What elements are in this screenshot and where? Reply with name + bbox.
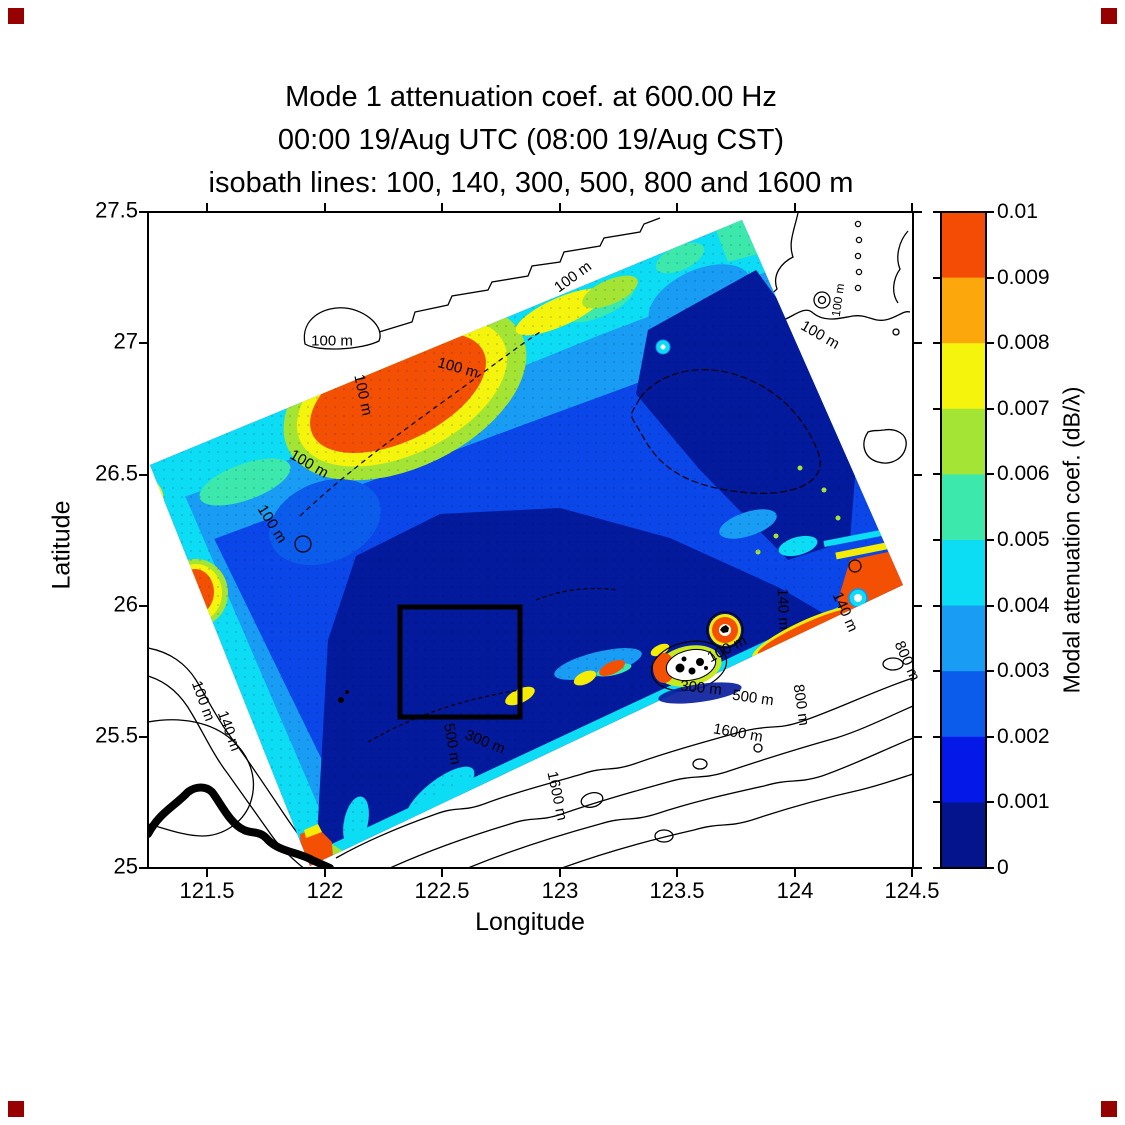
colorbar-frame [933, 211, 994, 869]
colorbar-tick-label: 0.002 [997, 725, 1050, 748]
title-line-3: isobath lines: 100, 140, 300, 500, 800 a… [208, 167, 854, 199]
colorbar-tick-label: 0 [997, 856, 1009, 879]
x-axis-label: Longitude [475, 908, 585, 936]
colorbar-tick-label: 0.004 [997, 594, 1050, 617]
y-axis-label: Latitude [47, 500, 76, 590]
corner-marker [1101, 8, 1117, 24]
y-tick-label: 25 [113, 853, 138, 879]
corner-marker [8, 1101, 24, 1117]
x-tick-label: 121.5 [179, 878, 235, 903]
colorbar [941, 212, 986, 869]
y-tick-label: 26.5 [95, 460, 138, 486]
isobath-label: 140 m [773, 587, 793, 631]
colorbar-tick-label: 0.007 [997, 397, 1050, 420]
colorbar-tick-label: 0.006 [997, 462, 1050, 485]
corner-marker [1101, 1101, 1117, 1117]
plot-title: Mode 1 attenuation coef. at 600.00 Hz 00… [120, 76, 942, 205]
colorbar-tick-label: 0.005 [997, 528, 1050, 551]
y-tick-label: 25.5 [95, 722, 138, 748]
title-line-2: 00:00 19/Aug UTC (08:00 19/Aug CST) [277, 124, 785, 156]
x-tick-label: 124.5 [884, 878, 940, 903]
colorbar-tick-label: 0.01 [997, 200, 1038, 223]
corner-marker [8, 8, 24, 24]
x-ticks-top [206, 203, 913, 212]
x-tick-label: 124 [776, 878, 814, 903]
axes-box [139, 203, 922, 877]
y-ticks-right [913, 211, 922, 869]
colorbar-tick-label: 0.003 [997, 659, 1050, 682]
title-line-1: Mode 1 attenuation coef. at 600.00 Hz [285, 81, 777, 113]
y-tick-label: 27 [113, 328, 138, 354]
islands-and-rings [338, 339, 744, 704]
x-tick-label: 122.5 [414, 878, 470, 903]
x-tick-label: 123 [541, 878, 579, 903]
x-tick-label: 123.5 [649, 878, 705, 903]
isobath-label: 100 m [311, 332, 353, 350]
colorbar-label: Modal attenuation coef. (dB/λ) [1058, 386, 1085, 694]
colorbar-tick-label: 0.008 [997, 331, 1050, 354]
study-area-box [397, 604, 523, 720]
colorbar-tick-label: 0.009 [997, 266, 1050, 289]
colorbar-tick-label: 0.001 [997, 790, 1050, 813]
x-tick-label: 122 [306, 878, 344, 903]
y-tick-label: 26 [113, 591, 138, 617]
coastline [149, 783, 334, 867]
y-tick-label: 27.5 [95, 197, 138, 223]
y-ticks [139, 211, 148, 869]
x-ticks [206, 868, 913, 877]
